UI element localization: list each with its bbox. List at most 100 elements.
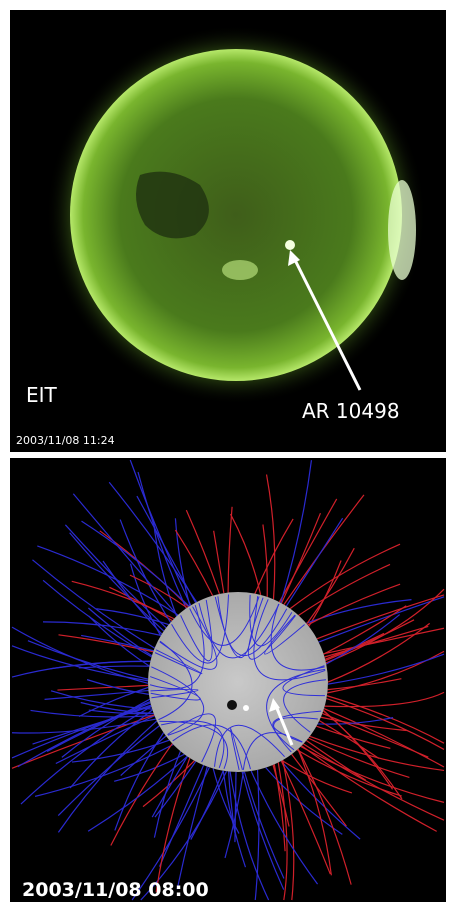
field-line — [316, 725, 391, 749]
field-line — [229, 513, 262, 596]
arrow-head — [269, 698, 280, 712]
bright-region — [222, 260, 258, 280]
field-line — [185, 509, 221, 595]
field-line — [212, 768, 240, 834]
field-line — [253, 599, 326, 681]
field-line — [300, 746, 445, 803]
field-line — [273, 764, 286, 852]
field-line — [241, 771, 285, 890]
field-line — [265, 474, 276, 600]
field-line — [243, 771, 285, 879]
field-line — [108, 481, 198, 603]
field-line — [30, 709, 155, 718]
field-line — [58, 634, 154, 653]
field-line — [282, 759, 295, 901]
field-line — [322, 712, 429, 758]
field-line — [280, 760, 361, 840]
field-line — [272, 764, 290, 827]
field-line — [153, 751, 182, 838]
field-line — [281, 759, 353, 794]
field-line — [137, 471, 187, 609]
field-line — [278, 498, 338, 603]
field-line — [180, 599, 213, 662]
field-line — [11, 714, 155, 769]
field-line — [214, 724, 285, 767]
field-line — [273, 716, 318, 751]
field-line — [174, 518, 191, 607]
field-line — [11, 718, 157, 734]
instrument-label: EIT — [26, 383, 58, 407]
field-line — [325, 588, 445, 664]
field-line — [326, 695, 445, 744]
field-line — [96, 608, 169, 626]
field-line — [301, 745, 437, 832]
field-line — [158, 764, 205, 867]
field-line — [325, 614, 401, 665]
field-line — [247, 597, 296, 660]
sunspot — [227, 700, 237, 710]
field-line — [229, 771, 270, 901]
field-line — [323, 707, 445, 768]
field-line — [154, 761, 197, 818]
field-line — [159, 720, 229, 770]
field-line — [174, 529, 214, 596]
sunspot — [243, 705, 249, 711]
field-line — [151, 756, 188, 818]
field-line — [171, 594, 230, 664]
field-line — [285, 517, 344, 607]
field-line — [307, 583, 401, 626]
field-line — [129, 574, 188, 609]
field-line — [326, 697, 445, 750]
field-line — [120, 735, 167, 776]
field-line — [32, 559, 155, 649]
field-line — [324, 691, 445, 708]
field-line — [50, 660, 151, 670]
field-line — [327, 653, 445, 685]
field-line — [280, 512, 322, 604]
field-line — [323, 627, 445, 655]
field-line — [214, 596, 259, 659]
field-line — [34, 743, 174, 797]
field-line — [298, 563, 391, 616]
photosphere-disc — [148, 592, 328, 772]
field-line — [327, 678, 402, 691]
field-line — [131, 767, 210, 901]
field-line — [323, 605, 407, 655]
field-line — [46, 702, 151, 752]
timestamp: 2003/11/08 11:24 — [16, 434, 115, 447]
field-line — [71, 580, 175, 620]
field-line — [306, 740, 367, 781]
field-line — [152, 519, 178, 617]
field-line — [81, 634, 154, 652]
field-line — [289, 543, 401, 610]
field-line — [78, 665, 150, 669]
field-line — [57, 684, 149, 691]
field-line — [297, 748, 332, 876]
sun-disc — [70, 49, 402, 381]
field-line — [249, 594, 293, 647]
field-line — [119, 519, 172, 623]
field-line — [110, 743, 173, 846]
field-line — [43, 621, 162, 637]
field-line — [296, 749, 402, 797]
field-line — [254, 769, 260, 901]
field-line — [280, 760, 331, 875]
region-label: AR 10498 — [302, 399, 400, 423]
field-line — [230, 728, 243, 771]
field-line — [87, 755, 188, 832]
field-line — [154, 649, 203, 675]
field-line — [250, 770, 319, 885]
field-line — [142, 760, 195, 808]
field-line — [55, 715, 155, 765]
field-line — [149, 676, 201, 701]
field-line — [316, 594, 445, 640]
field-line — [20, 705, 152, 805]
field-line — [88, 709, 154, 715]
field-line — [158, 640, 193, 721]
field-line — [262, 524, 268, 597]
field-line — [150, 688, 199, 699]
field-line — [282, 665, 325, 697]
field-line — [64, 524, 167, 629]
field-line — [109, 586, 173, 622]
